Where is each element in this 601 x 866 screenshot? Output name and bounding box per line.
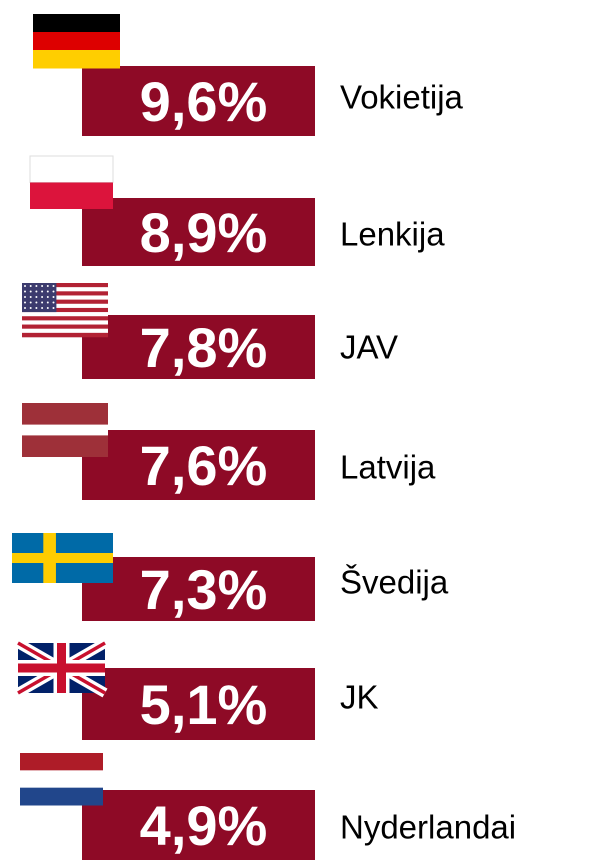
flag-stripe [20,753,103,771]
flag-stripe [22,295,108,300]
country-label: Lenkija [340,216,445,253]
flag-star [24,285,26,287]
flag [15,638,108,698]
flag-star [29,290,32,293]
flag-star [46,296,49,298]
flag-star [35,296,38,298]
flag-star [46,301,49,304]
flag-star [41,285,44,287]
value-box [82,66,315,136]
flag-stripe [22,303,108,309]
flag-star [41,296,44,298]
value-box [82,430,315,500]
flag [29,155,114,209]
country-label: JAV [340,329,398,366]
country-label: Vokietija [340,79,464,116]
flag-stripe [33,14,120,33]
flag-star [24,296,26,298]
flag-star [52,301,55,304]
row: 8,9% Lenkija [29,155,445,266]
value-text: 9,6% [140,70,268,133]
flag-star [52,285,55,287]
flag-star [35,307,38,309]
flag-star [41,301,44,304]
flag-star [24,307,26,309]
flag-star [24,290,26,293]
flag-star [46,307,49,309]
value-text: 7,8% [140,316,268,379]
value-text: 7,6% [140,434,268,497]
flag-stripe [22,332,108,338]
flag-star [41,307,44,309]
flag-stripe [22,424,108,436]
flag-stripe [22,328,108,334]
value-box [82,198,315,266]
flag [33,14,120,69]
flag-star [41,290,44,293]
value-box [82,790,315,860]
country-label: Švedija [340,564,449,601]
flag-star [52,296,55,298]
flag-stripe [22,287,108,292]
flag-star [29,285,32,287]
flag-star [46,285,49,287]
row: 5,1% JK [15,638,379,740]
flag-star [24,301,26,304]
flag-star [35,285,38,287]
flag-stripe [33,50,120,69]
flag [22,403,108,457]
flag-star [46,290,49,293]
flag-stripe [20,787,103,806]
row: 7,3% Švedija [12,533,449,621]
flag-stripe [29,155,114,183]
flag-stripe [22,312,108,317]
flag-stripe [20,770,103,789]
country-label: JK [340,679,379,716]
flag-cross [18,643,105,693]
flag-stripe [30,182,113,209]
flag [12,533,113,583]
country-label: Nyderlandai [340,809,516,846]
value-text: 4,9% [140,794,268,857]
flag-star [29,301,32,304]
row: 4,9% Nyderlandai [20,753,516,860]
flag-star [52,307,55,309]
flag-stripe [22,283,108,288]
value-text: 5,1% [140,673,268,736]
flag-star [35,301,38,304]
value-box [82,557,315,621]
flag [20,753,103,806]
flag-stripe [22,291,108,296]
flag-star [29,307,32,309]
row: 7,8% JAV [22,283,398,379]
flag-stripe [22,324,108,329]
value-text: 8,9% [140,201,268,264]
flag-star [52,290,55,293]
flag-stripe [22,307,108,313]
value-text: 7,3% [140,558,268,621]
flag-star [29,296,32,298]
country-label: Latvija [340,449,436,486]
flag-stripe [22,320,108,325]
flag-stripe [22,316,108,321]
row: 7,6% Latvija [22,403,436,500]
flag-canton [22,283,57,313]
flag-star [35,290,38,293]
value-box [82,315,315,379]
flag [22,283,108,338]
row: 9,6% Vokietija [33,14,464,136]
value-box [82,668,315,740]
flag-stripe [22,299,108,305]
flag-stripe [33,32,120,51]
flag-cross [12,553,113,563]
